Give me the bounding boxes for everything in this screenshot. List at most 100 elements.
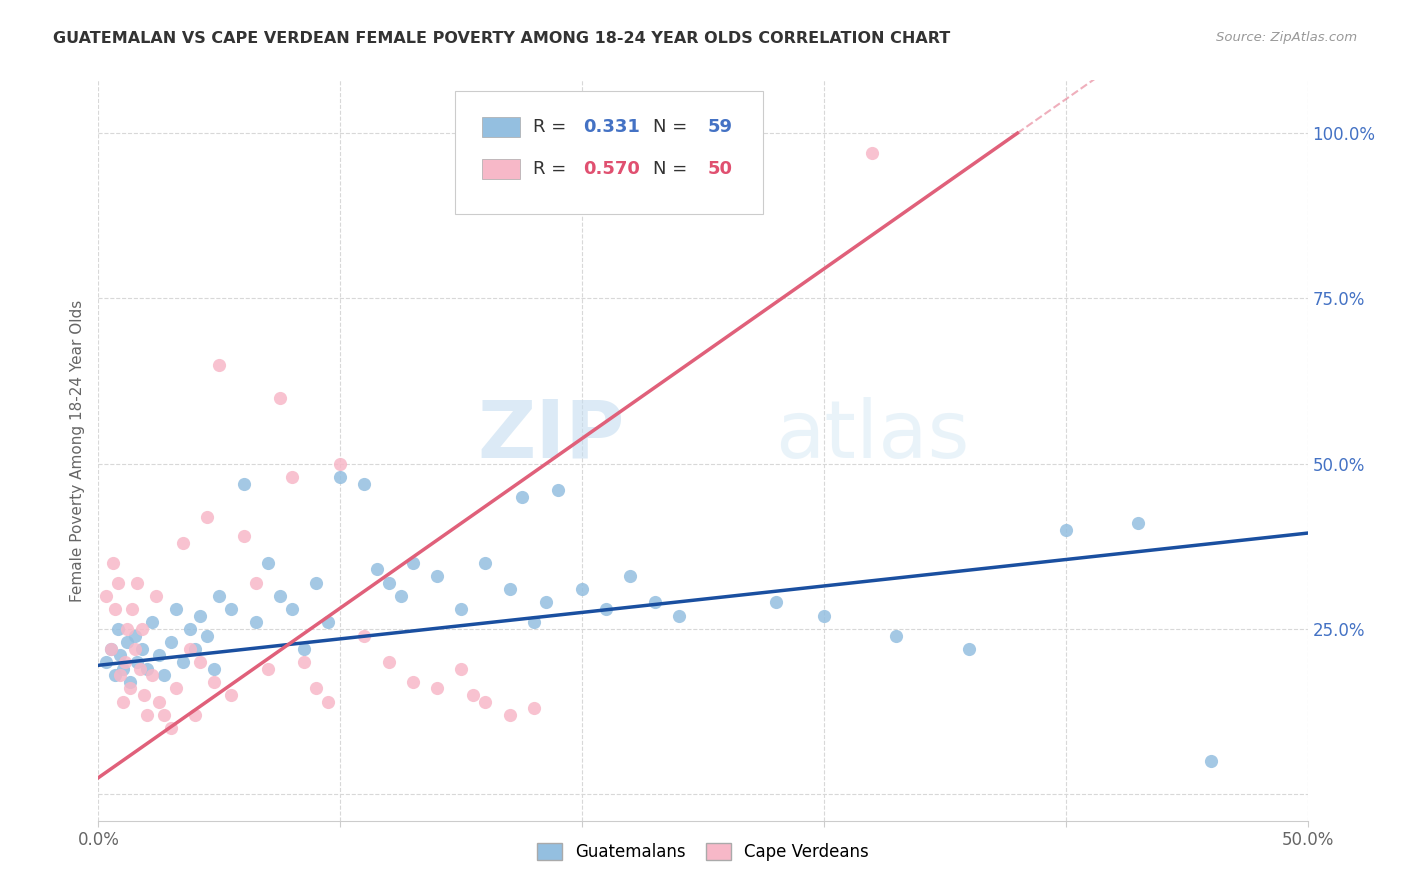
Point: [107, 622, 129, 636]
Point: [510, 490, 533, 504]
Point: [305, 575, 328, 590]
Point: [188, 608, 211, 623]
Point: [172, 536, 194, 550]
Point: [131, 622, 153, 636]
Point: [94, 655, 117, 669]
Point: [135, 707, 157, 722]
Bar: [482, 159, 520, 179]
Point: [195, 629, 218, 643]
Point: [269, 589, 291, 603]
Legend: Guatemalans, Cape Verdeans: Guatemalans, Cape Verdeans: [530, 837, 876, 868]
Point: [117, 635, 139, 649]
Text: R =: R =: [533, 118, 571, 136]
Point: [886, 629, 908, 643]
Point: [498, 582, 520, 597]
Point: [765, 595, 787, 609]
Point: [121, 602, 143, 616]
Point: [221, 688, 243, 702]
Point: [329, 470, 352, 484]
Point: [124, 641, 146, 656]
Y-axis label: Female Poverty Among 18-24 Year Olds: Female Poverty Among 18-24 Year Olds: [69, 300, 84, 601]
Point: [668, 608, 690, 623]
Point: [145, 589, 167, 603]
Point: [402, 674, 425, 689]
Point: [813, 608, 835, 623]
Point: [305, 681, 328, 696]
Point: [860, 146, 883, 161]
Point: [107, 575, 129, 590]
Point: [547, 483, 569, 497]
Point: [523, 701, 546, 715]
Text: 50: 50: [707, 161, 733, 178]
Point: [256, 556, 278, 570]
Point: [204, 662, 226, 676]
Point: [389, 589, 412, 603]
Point: [316, 695, 339, 709]
Point: [426, 681, 449, 696]
Point: [281, 602, 304, 616]
Point: [523, 615, 546, 630]
Point: [104, 668, 127, 682]
Point: [281, 470, 304, 484]
Point: [134, 688, 156, 702]
Point: [104, 602, 127, 616]
Point: [256, 662, 278, 676]
Point: [426, 569, 449, 583]
Point: [208, 589, 231, 603]
Point: [450, 662, 472, 676]
Text: 0.570: 0.570: [583, 161, 640, 178]
FancyBboxPatch shape: [456, 91, 763, 213]
Point: [111, 662, 134, 676]
Point: [118, 681, 141, 696]
Point: [316, 615, 339, 630]
Point: [111, 695, 134, 709]
Point: [94, 589, 117, 603]
Point: [141, 615, 163, 630]
Point: [402, 556, 425, 570]
Point: [148, 695, 170, 709]
Point: [221, 602, 243, 616]
Point: [269, 391, 291, 405]
Point: [474, 695, 496, 709]
Text: 59: 59: [707, 118, 733, 136]
Point: [179, 641, 201, 656]
Point: [208, 358, 231, 372]
Point: [100, 641, 122, 656]
Point: [595, 602, 617, 616]
Point: [534, 595, 557, 609]
Point: [124, 629, 146, 643]
Point: [165, 602, 187, 616]
Text: ZIP: ZIP: [477, 397, 624, 475]
Point: [184, 641, 207, 656]
Point: [377, 655, 399, 669]
Point: [204, 674, 226, 689]
Point: [131, 641, 153, 656]
Point: [1128, 516, 1150, 531]
Point: [127, 575, 149, 590]
Point: [619, 569, 641, 583]
Point: [118, 674, 141, 689]
Point: [179, 622, 201, 636]
Point: [108, 648, 131, 663]
Point: [245, 615, 267, 630]
Point: [152, 668, 174, 682]
Point: [117, 622, 139, 636]
Point: [292, 655, 315, 669]
Point: [114, 655, 136, 669]
Point: [1199, 754, 1222, 768]
Point: [165, 681, 187, 696]
Point: [245, 575, 267, 590]
Point: [232, 476, 254, 491]
Point: [644, 595, 666, 609]
Point: [474, 556, 496, 570]
Text: N =: N =: [654, 118, 693, 136]
Point: [329, 457, 352, 471]
Point: [127, 655, 149, 669]
Point: [172, 655, 194, 669]
Point: [184, 707, 207, 722]
Point: [377, 575, 399, 590]
Point: [353, 476, 375, 491]
Text: 0.331: 0.331: [583, 118, 640, 136]
Point: [148, 648, 170, 663]
Point: [292, 641, 315, 656]
